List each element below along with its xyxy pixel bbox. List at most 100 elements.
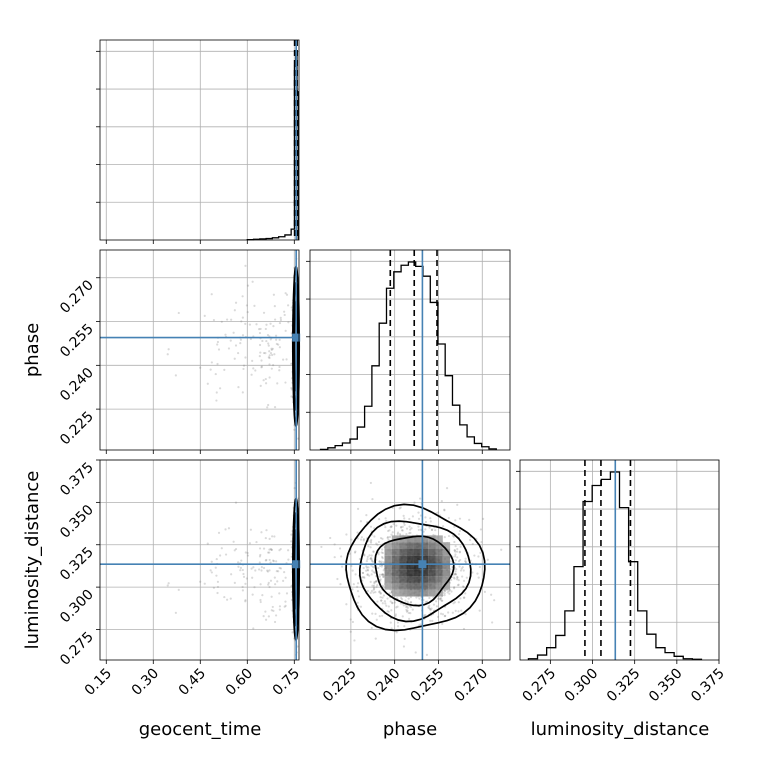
sample-point — [365, 565, 368, 568]
sample-point — [290, 533, 293, 536]
sample-point — [392, 523, 395, 526]
sample-point — [379, 536, 383, 540]
density-cell — [406, 582, 414, 590]
sample-point — [390, 627, 393, 630]
sample-point — [406, 600, 409, 603]
sample-point — [233, 549, 236, 552]
sample-point — [457, 583, 460, 586]
sample-point — [368, 554, 371, 557]
sample-point — [282, 579, 285, 583]
sample-point — [262, 351, 266, 355]
sample-point — [439, 598, 442, 601]
sample-point — [440, 597, 443, 600]
sample-point — [362, 566, 365, 570]
sample-point — [361, 571, 365, 575]
sample-point — [239, 566, 243, 569]
density-cell — [435, 582, 443, 590]
sample-point — [353, 639, 356, 642]
sample-point — [212, 318, 216, 322]
density-cell — [435, 535, 443, 543]
sample-point — [426, 600, 429, 603]
sample-point — [359, 520, 363, 523]
sample-point — [230, 573, 233, 576]
sample-point — [477, 576, 480, 579]
sample-point — [460, 567, 463, 570]
sample-point — [242, 367, 245, 371]
sample-point — [389, 621, 392, 624]
sample-point — [378, 564, 382, 567]
density-cell — [406, 569, 414, 577]
x-axis-label-geocent-time: geocent_time — [139, 719, 262, 740]
y-tick-label-luminosity-distance: 0.375 — [57, 460, 97, 500]
density-cell — [428, 582, 436, 590]
histogram-step-geocent-time — [246, 51, 299, 241]
sample-point — [482, 517, 485, 520]
sample-point — [407, 611, 410, 615]
sample-point — [375, 580, 378, 583]
sample-point — [290, 386, 293, 390]
sample-point — [270, 595, 273, 598]
sample-point — [406, 606, 409, 609]
sample-point — [388, 535, 392, 539]
sample-point — [283, 605, 286, 608]
sample-point — [448, 592, 451, 595]
sample-point — [177, 311, 180, 315]
sample-point — [278, 605, 282, 608]
sample-point — [278, 321, 282, 325]
sample-point — [268, 376, 271, 379]
sample-point — [270, 367, 273, 370]
panel-frame — [99, 459, 300, 661]
sample-point — [458, 550, 462, 553]
sample-point — [457, 533, 461, 536]
sample-point — [373, 581, 376, 584]
sample-point — [374, 612, 377, 615]
sample-point — [241, 316, 244, 319]
sample-point — [270, 348, 273, 352]
sample-point — [403, 523, 406, 526]
sample-point — [255, 540, 258, 544]
sample-point — [293, 428, 296, 431]
sample-point — [361, 576, 364, 579]
sample-point — [268, 356, 271, 360]
sample-point — [279, 316, 282, 320]
sample-point — [369, 541, 373, 544]
sample-point — [380, 599, 383, 602]
sample-point — [417, 528, 420, 532]
sample-point — [340, 565, 344, 568]
sample-point — [381, 537, 384, 540]
panel-frame — [99, 39, 300, 241]
sample-point — [284, 604, 287, 607]
sample-point — [402, 514, 405, 517]
sample-point — [366, 573, 369, 576]
sample-point — [275, 560, 278, 563]
density-cell — [442, 582, 451, 590]
sample-point — [384, 602, 387, 605]
sample-point — [166, 584, 169, 587]
sample-point — [290, 395, 293, 398]
sample-point — [455, 568, 458, 571]
sample-point — [400, 596, 403, 600]
density-cell — [420, 589, 429, 597]
sample-point — [388, 592, 391, 595]
density-cell — [428, 549, 436, 556]
sample-point — [478, 609, 481, 612]
sample-point — [234, 547, 238, 551]
x-axis-label-phase: phase — [383, 719, 437, 740]
sample-point — [229, 597, 232, 600]
sample-point — [378, 615, 381, 618]
sample-point — [370, 557, 373, 560]
density-cell — [413, 589, 421, 597]
panel-frame — [309, 459, 511, 661]
x-axis-label-luminosity-distance: luminosity_distance — [531, 719, 710, 740]
sample-point — [417, 517, 421, 520]
sample-point — [284, 292, 287, 295]
density-cell — [384, 569, 392, 577]
sample-point — [371, 569, 374, 572]
sample-point — [444, 614, 447, 617]
sample-point — [244, 582, 247, 585]
sample-point — [435, 600, 438, 603]
sample-point — [436, 597, 440, 600]
sample-point — [369, 546, 372, 549]
grid — [100, 40, 299, 240]
sample-point — [270, 347, 273, 350]
